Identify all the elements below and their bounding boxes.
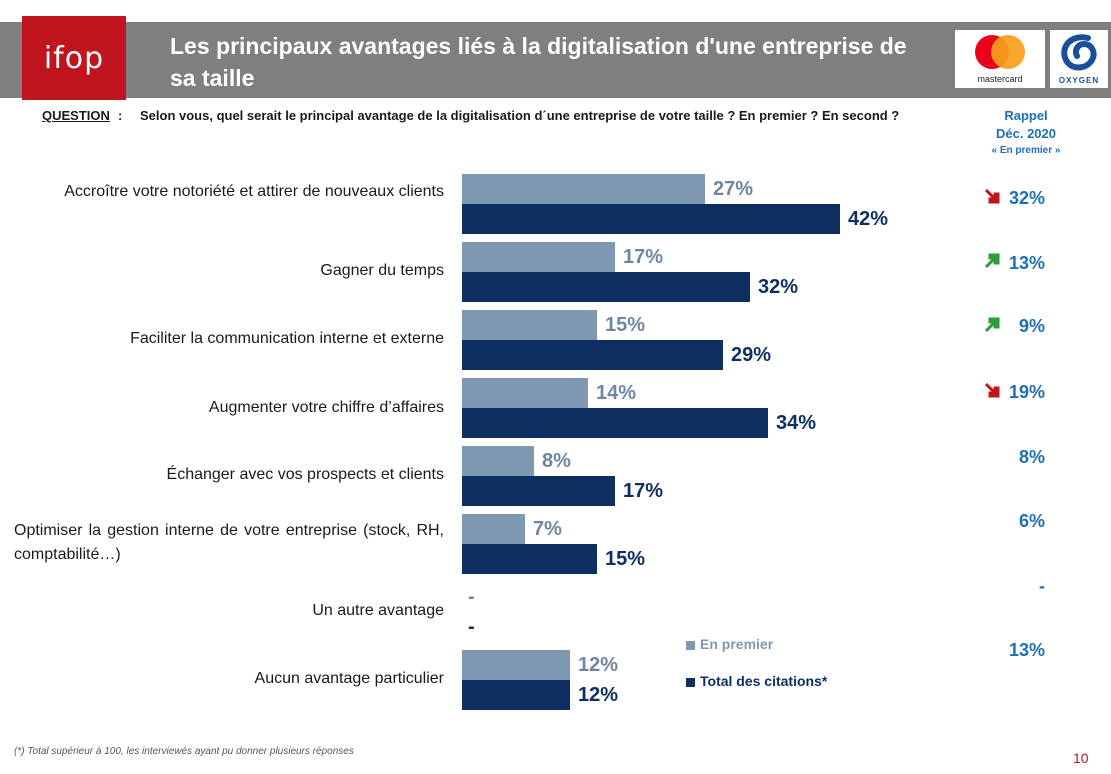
question-text: Selon vous, quel serait le principal ava… bbox=[140, 108, 900, 123]
legend-label-en-premier: En premier bbox=[700, 636, 774, 652]
value-label-en-premier: 8% bbox=[542, 450, 571, 472]
header-bar bbox=[0, 22, 1111, 98]
category-label: Accroître votre notoriété et attirer de … bbox=[64, 183, 444, 200]
value-label-en-premier: 17% bbox=[623, 246, 664, 268]
bar-en-premier bbox=[462, 650, 570, 680]
value-label-total: 17% bbox=[623, 480, 664, 502]
recall-value: 13% bbox=[1008, 253, 1045, 273]
category-label: Augmenter votre chiffre d’affaires bbox=[208, 399, 444, 416]
question-prefix: QUESTION bbox=[42, 108, 110, 123]
category-label: Optimiser la gestion interne de votre en… bbox=[14, 522, 444, 563]
value-label-total: 32% bbox=[758, 276, 799, 298]
recall-header-line1: Rappel bbox=[1004, 108, 1048, 123]
value-label-en-premier: - bbox=[468, 586, 475, 608]
bar-total-citations bbox=[462, 680, 570, 710]
ifop-logo: ifop bbox=[22, 16, 126, 100]
page-number: 10 bbox=[1073, 750, 1089, 766]
bar-en-premier bbox=[462, 242, 615, 272]
page-title: Les principaux avantages liés à la digit… bbox=[170, 30, 950, 94]
value-label-en-premier: 14% bbox=[596, 382, 637, 404]
value-label-total: - bbox=[468, 616, 475, 638]
bar-en-premier bbox=[462, 310, 597, 340]
bar-en-premier bbox=[462, 514, 525, 544]
footnote: (*) Total supérieur à 100, les interview… bbox=[14, 746, 354, 757]
oxygen-swirl-icon bbox=[1061, 34, 1097, 71]
category-label: Un autre avantage bbox=[312, 602, 444, 619]
question-colon: : bbox=[118, 108, 123, 123]
bar-total-citations bbox=[462, 476, 615, 506]
recall-value: 19% bbox=[1008, 382, 1045, 402]
bar-total-citations bbox=[462, 204, 840, 234]
category-label: Faciliter la communication interne et ex… bbox=[130, 330, 444, 347]
value-label-total: 29% bbox=[731, 344, 772, 366]
mastercard-label: mastercard bbox=[977, 74, 1023, 84]
page-title-line2: sa taille bbox=[170, 65, 255, 91]
page-title-line1: Les principaux avantages liés à la digit… bbox=[170, 33, 907, 59]
oxygen-logo: OXYGEN bbox=[1050, 30, 1108, 88]
value-label-en-premier: 7% bbox=[533, 518, 562, 540]
value-label-en-premier: 15% bbox=[605, 314, 646, 336]
oxygen-label: OXYGEN bbox=[1058, 76, 1100, 85]
mastercard-logo: mastercard bbox=[955, 30, 1045, 88]
bar-total-citations bbox=[462, 408, 768, 438]
recall-header-line2: Déc. 2020 bbox=[996, 126, 1056, 141]
category-label: Aucun avantage particulier bbox=[254, 670, 444, 687]
trend-arrow-icon bbox=[984, 317, 1000, 333]
value-label-en-premier: 12% bbox=[578, 654, 619, 676]
trend-arrow-icon bbox=[984, 382, 1000, 398]
legend-swatch-en-premier bbox=[686, 641, 695, 650]
recall-value: 13% bbox=[1008, 640, 1045, 660]
recall-value: 6% bbox=[1018, 511, 1045, 531]
bar-total-citations bbox=[462, 340, 723, 370]
value-label-en-premier: 27% bbox=[713, 178, 754, 200]
bar-en-premier bbox=[462, 174, 705, 204]
bar-total-citations bbox=[462, 544, 597, 574]
mastercard-circles-icon bbox=[975, 35, 1025, 69]
bar-total-citations bbox=[462, 272, 750, 302]
recall-value: 32% bbox=[1008, 188, 1045, 208]
bar-en-premier bbox=[462, 446, 534, 476]
trend-arrow-icon bbox=[984, 253, 1000, 269]
recall-value: 9% bbox=[1018, 316, 1045, 336]
category-label: Gagner du temps bbox=[320, 262, 444, 279]
value-label-total: 42% bbox=[848, 208, 889, 230]
bar-en-premier bbox=[462, 378, 588, 408]
legend-label-total: Total des citations* bbox=[700, 673, 828, 689]
value-label-total: 12% bbox=[578, 684, 619, 706]
ifop-logo-text: ifop bbox=[43, 40, 105, 76]
category-label: Échanger avec vos prospects et clients bbox=[166, 466, 444, 483]
recall-header-line3: « En premier » bbox=[991, 145, 1061, 156]
recall-value: 8% bbox=[1018, 447, 1045, 467]
legend-swatch-total bbox=[686, 678, 695, 687]
trend-arrow-icon bbox=[984, 188, 1000, 204]
recall-value: - bbox=[1039, 576, 1045, 596]
value-label-total: 34% bbox=[776, 412, 817, 434]
value-label-total: 15% bbox=[605, 548, 646, 570]
